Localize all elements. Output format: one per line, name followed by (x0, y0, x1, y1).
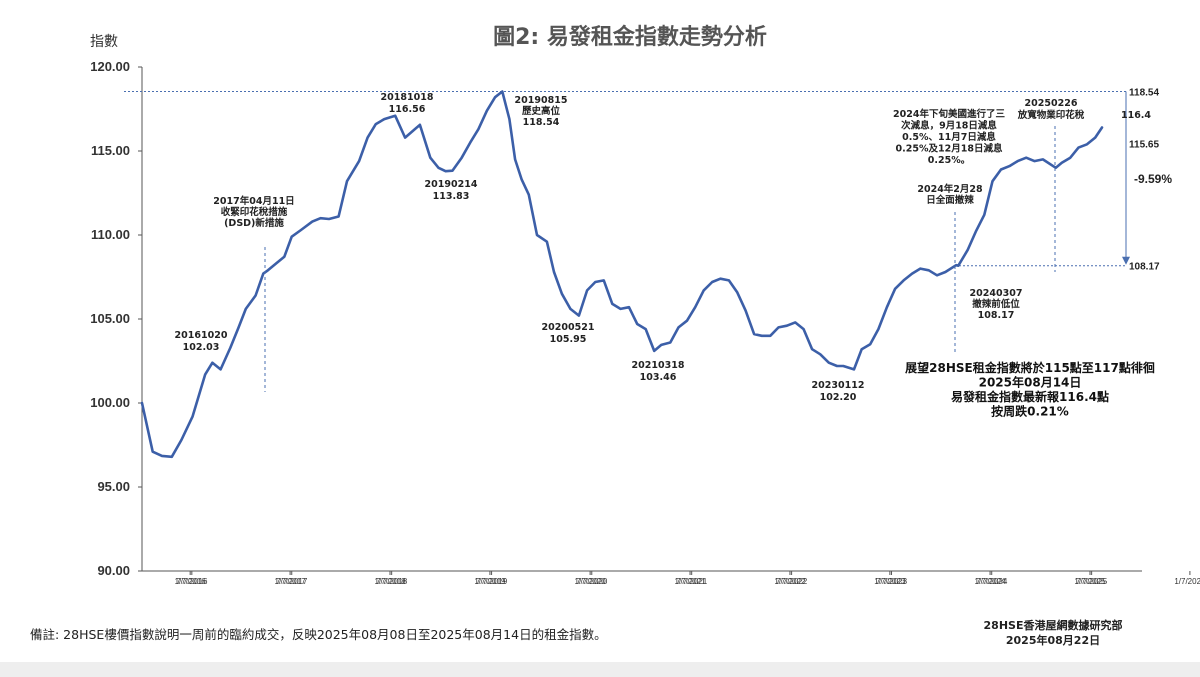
outlook-line: 易發租金指數最新報116.4點 (951, 389, 1109, 404)
annotation-line: 20210318 (632, 360, 685, 371)
source-org: 28HSE香港屋網數據研究部 (983, 619, 1123, 632)
annotation-line: 103.46 (640, 372, 677, 383)
x-tick-label: 7/7/2018 (376, 577, 408, 586)
annotation: 20240307 撤辣前低位 108.17 (970, 288, 1023, 321)
x-tick-label: 7/7/2023 (876, 577, 908, 586)
y-tick-label: 95.00 (97, 479, 130, 494)
x-tick-label: 7/7/2019 (476, 577, 508, 586)
annotation-line: 0.5%、11月7日減息 (902, 131, 996, 143)
change-percent-label: -9.59% (1134, 172, 1172, 186)
y-tick-label: 115.00 (91, 143, 130, 158)
annotation-line: 113.83 (433, 191, 470, 202)
annotation: 2024年2月28 日全面撤辣 (917, 183, 983, 206)
annotation: 116.4 (1121, 110, 1151, 121)
annotation-line: 20200521 (542, 322, 595, 333)
drop-arrow-head (1122, 256, 1130, 265)
annotation: 20181018 116.56 (381, 92, 434, 115)
series-group (140, 90, 1104, 459)
annotation-line: (DSD)新措施 (224, 217, 284, 229)
annotation-line: 次減息，9月18日減息 (901, 120, 997, 132)
bottom-strip (0, 662, 1200, 677)
series-line-0 (140, 90, 1104, 459)
annotation: 20190214 113.83 (425, 179, 478, 202)
annotation-line: 20190214 (425, 179, 478, 190)
annotation-line: 0.25%及12月18日減息 (896, 143, 1003, 155)
x-tick-label: 1/7/2020 (575, 577, 607, 586)
annotation-line: 102.03 (183, 342, 220, 353)
annotations: 20161020 102.03 2017年04月11日收緊印花稅措施(DSD)新措施… (175, 92, 1152, 403)
annotation-line: 收緊印花稅措施 (221, 206, 288, 218)
y-tick-label: 105.00 (90, 311, 130, 326)
x-tick-label: 7/7/2022 (776, 577, 808, 586)
annotation-line: 20161020 (175, 330, 228, 341)
annotation-line: 20190815 (515, 95, 568, 106)
reference-lines: 118.54 108.17 115.65 -9.59% (124, 88, 1172, 273)
axes: 90.00 95.00 100.00 105.00 110.00 115.00 120.00… (90, 59, 1200, 586)
annotation-line: 20240307 (970, 288, 1023, 299)
y-axis-label: 指數 (90, 34, 118, 50)
x-tick-label: 1/7/2024 (974, 577, 1006, 586)
annotation-line: 放寬物業印花稅 (1017, 109, 1085, 121)
low-reference-label: 108.17 (1129, 262, 1160, 273)
annotation-line: 116.56 (389, 104, 426, 115)
x-tick-label: 7/7/2017 (276, 577, 308, 586)
annotation-line: 歷史高位 (522, 105, 561, 117)
source-date: 2025年08月22日 (1005, 634, 1101, 647)
annotation-line: 2024年2月28 (917, 183, 983, 195)
annotation-line: 20230112 (812, 380, 865, 391)
annotation: 2017年04月11日收緊印花稅措施(DSD)新措施 (213, 195, 294, 229)
x-tick-label: 1/7/2022 (774, 577, 806, 586)
annotation-line: 日全面撤辣 (926, 194, 974, 206)
current-value-label: 115.65 (1129, 140, 1159, 151)
annotation: 20190815 歷史高位 118.54 (515, 95, 568, 128)
outlook-line: 按周跌0.21% (991, 404, 1069, 419)
annotation-line: 105.95 (550, 334, 587, 345)
x-tick-label: 1/7/2021 (674, 577, 706, 586)
outlook-line: 2025年08月14日 (979, 375, 1082, 390)
x-tick-label: 1/7/2018 (374, 577, 406, 586)
high-reference-label: 118.54 (1129, 88, 1159, 99)
annotation: 2024年下旬美國進行了三次減息，9月18日減息 0.5%、11月7日減息 0.25… (893, 108, 1005, 166)
chart-title: 圖2: 易發租金指數走勢分析 (493, 24, 767, 50)
annotation-line: 2024年下旬美國進行了三 (893, 108, 1005, 120)
annotation: 20230112 102.20 (812, 380, 865, 403)
x-tick-label: 7/7/2024 (976, 577, 1008, 586)
x-tick-label: 1/7/2025 (1074, 577, 1106, 586)
annotation: 20200521 105.95 (542, 322, 595, 345)
y-tick-label: 120.00 (90, 59, 130, 74)
annotation-line: 2017年04月11日 (213, 195, 294, 207)
annotation-line: 118.54 (523, 117, 560, 128)
x-tick-label: 1/7/2023 (874, 577, 906, 586)
x-tick-label: 7/7/2020 (576, 577, 608, 586)
y-tick-label: 100.00 (90, 395, 130, 410)
y-tick-label: 90.00 (97, 563, 130, 578)
x-tick-label: 7/7/2021 (676, 577, 708, 586)
annotation-line: 108.17 (978, 310, 1015, 321)
outlook-text: 展望28HSE租金指數將於115點至117點徘徊 2025年08月14日易發租金指… (905, 360, 1155, 419)
x-tick-label: 1/7/2016 (175, 577, 207, 586)
footnote: 備註: 28HSE樓價指數說明一周前的臨約成交，反映2025年08月08日至20… (30, 627, 607, 642)
annotation-line: 116.4 (1121, 110, 1151, 121)
x-tick-label: 1/7/2019 (474, 577, 506, 586)
annotation: 20210318 103.46 (632, 360, 685, 383)
x-tick-label: 7/7/2025 (1076, 577, 1108, 586)
y-tick-label: 110.00 (91, 227, 130, 242)
annotation-line: 撤辣前低位 (972, 298, 1020, 310)
annotation: 20161020 102.03 (175, 330, 228, 353)
x-tick-label: 1/7/2026 (1174, 577, 1200, 586)
annotation: 20250226 放寬物業印花稅 (1017, 98, 1085, 121)
outlook-line: 展望28HSE租金指數將於115點至117點徘徊 (905, 360, 1155, 375)
x-tick-label: 7/7/2016 (176, 577, 208, 586)
annotation-line: 20181018 (381, 92, 434, 103)
source-credit: 28HSE香港屋網數據研究部 2025年08月22日 (968, 618, 1138, 648)
annotation-line: 102.20 (820, 392, 857, 403)
x-tick-label: 1/7/2017 (275, 577, 307, 586)
annotation-line: 20250226 (1025, 98, 1078, 109)
annotation-line: 0.25%。 (928, 155, 970, 166)
outlook-note: 展望28HSE租金指數將於115點至117點徘徊 2025年08月14日易發租金指… (905, 360, 1155, 419)
